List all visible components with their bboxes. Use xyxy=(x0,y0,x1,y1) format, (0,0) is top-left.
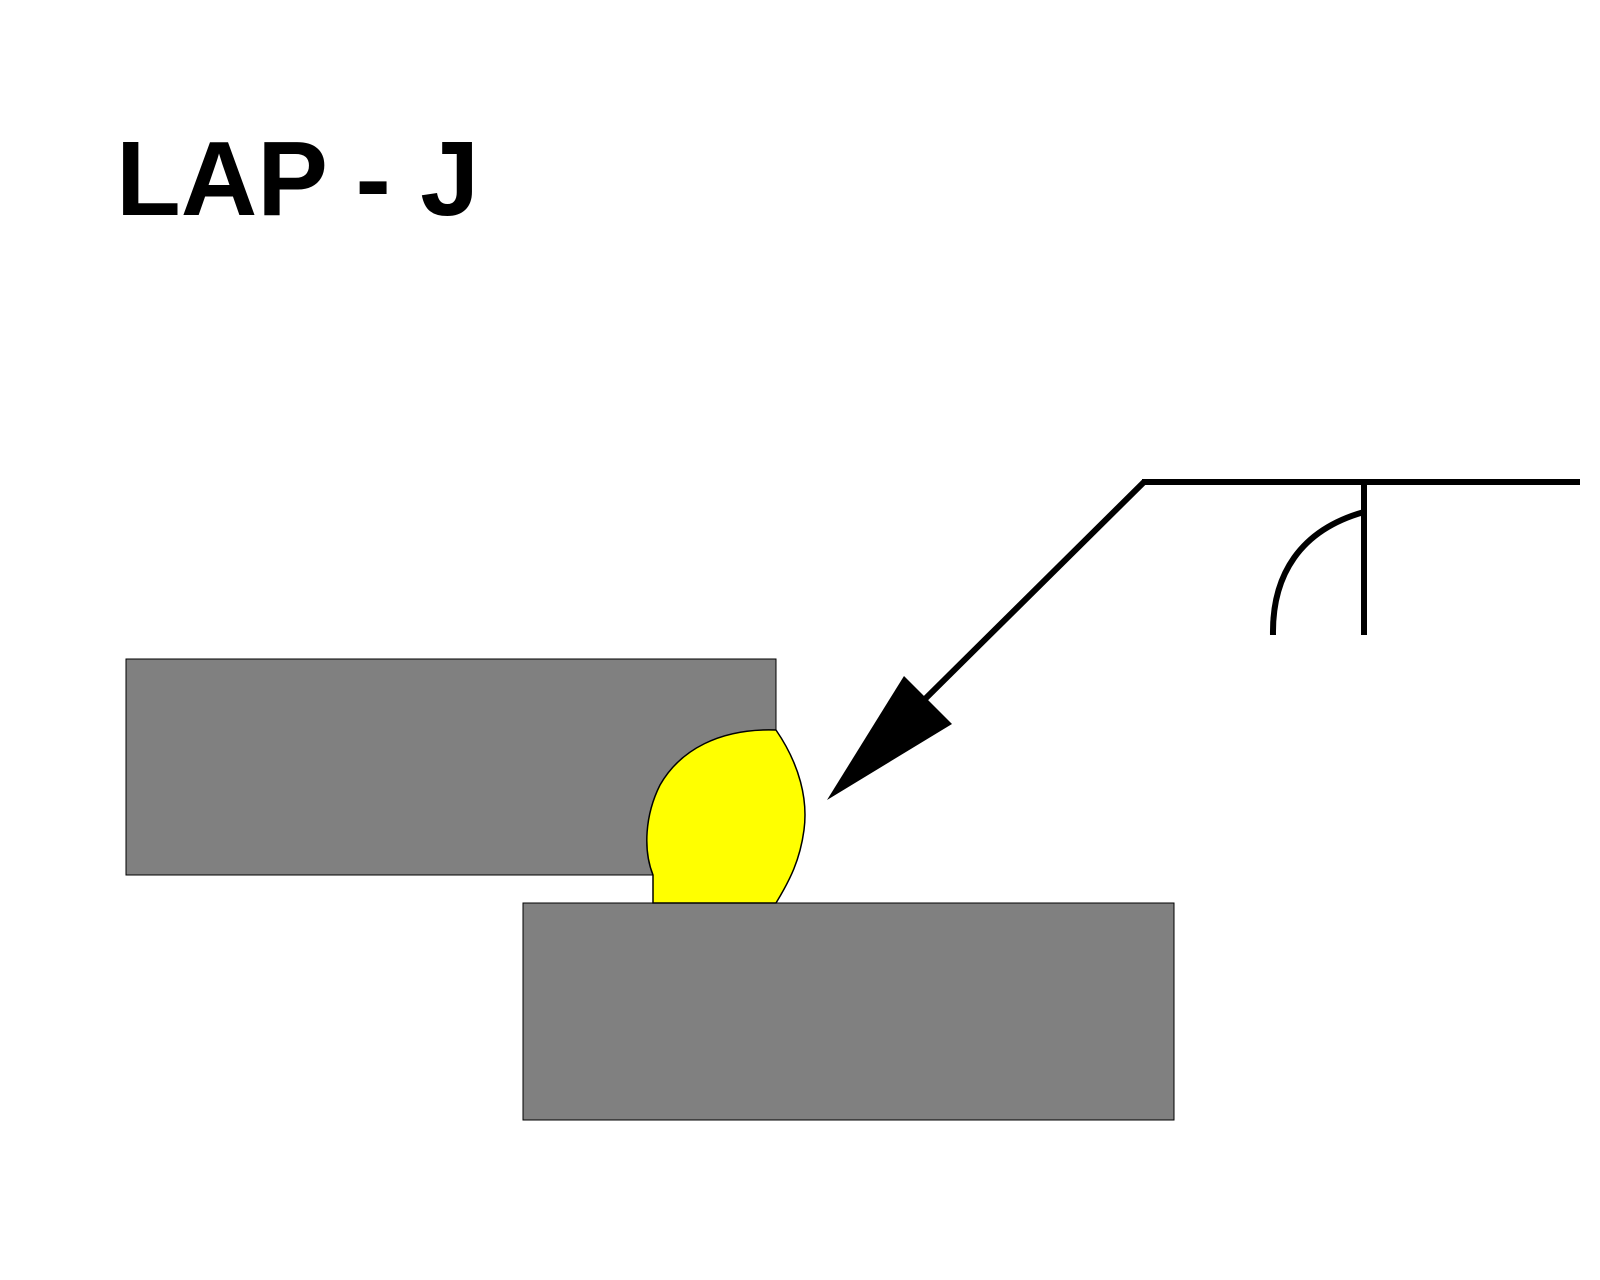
weld-bead xyxy=(646,729,806,904)
arrowhead-icon xyxy=(827,676,952,800)
diagram-title: LAP - J xyxy=(116,120,480,238)
j-groove-symbol-arc xyxy=(1269,509,1365,636)
lower-plate xyxy=(522,902,1175,1121)
arrow-leader-line xyxy=(919,479,1147,705)
